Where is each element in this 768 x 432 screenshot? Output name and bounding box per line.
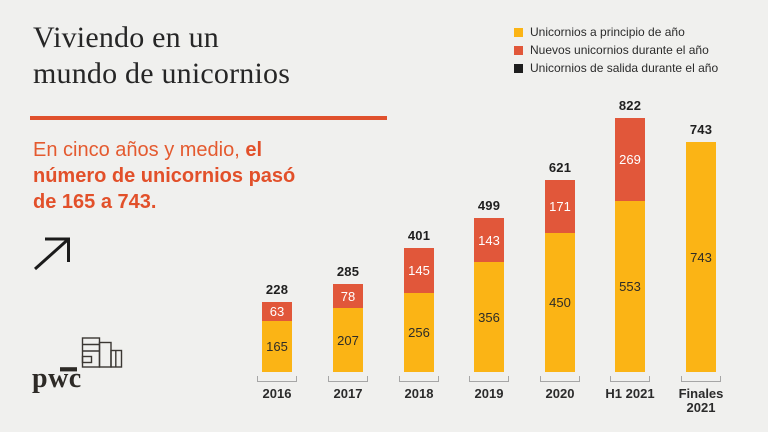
page-title: Viviendo en un mundo de unicornios (33, 20, 290, 92)
axis-bracket (257, 376, 297, 382)
pwc-wordmark: pwc (32, 363, 82, 394)
segment-value-label: 165 (266, 339, 288, 354)
subtitle-line1: En cinco años y medio, el (33, 139, 263, 161)
segment-value-label: 269 (619, 152, 641, 167)
category-label: Finales 2021 (678, 386, 724, 415)
axis-bracket (399, 376, 439, 382)
pwc-blocks-icon (58, 334, 124, 379)
bar-segment-start: 256 (404, 293, 434, 372)
axis-bracket (610, 376, 650, 382)
segment-value-label: 145 (408, 263, 430, 278)
chart-legend: Unicornios a principio de año Nuevos uni… (514, 23, 718, 77)
growth-arrow-icon (33, 236, 72, 271)
bar-total-label: 822 (618, 98, 642, 113)
title-divider (30, 116, 387, 120)
bar-segment-new: 171 (545, 180, 575, 233)
segment-value-label: 256 (408, 325, 430, 340)
legend-label: Unicornios a principio de año (530, 25, 685, 39)
bar-total-label: 228 (265, 282, 289, 297)
bar-segment-new: 269 (615, 118, 645, 201)
segment-value-label: 63 (269, 304, 285, 319)
axis-bracket (681, 376, 721, 382)
bar-segment-start: 356 (474, 262, 504, 372)
legend-swatch-black-icon (514, 63, 523, 73)
category-label: 2017 (333, 386, 363, 401)
bar-segment-start: 165 (262, 321, 292, 372)
subtitle: En cinco años y medio, el número de unic… (33, 137, 295, 215)
segment-value-label: 743 (690, 249, 712, 265)
legend-swatch-orange-icon (514, 45, 523, 55)
page-title-line1: Viviendo en un (33, 21, 219, 54)
subtitle-line2: número de unicornios pasó (33, 165, 296, 187)
legend-item: Unicornios a principio de año (514, 23, 718, 41)
bar-segment-new: 63 (262, 302, 292, 321)
segment-value-label: 553 (619, 279, 641, 294)
category-label: 2019 (474, 386, 504, 401)
axis-bracket (540, 376, 580, 382)
bar-segment-start: 743 (686, 142, 716, 372)
segment-value-label: 143 (478, 232, 500, 248)
segment-value-label: 207 (337, 332, 359, 348)
legend-swatch-yellow-icon (514, 27, 523, 37)
subtitle-line3: de 165 a 743. (33, 191, 157, 213)
bar-total-label: 621 (548, 160, 572, 175)
bar-total-label: 499 (477, 198, 501, 213)
bar-segment-start: 207 (333, 308, 363, 372)
segment-value-label: 78 (340, 288, 356, 304)
pwc-logo: pwc (32, 332, 132, 398)
category-label: H1 2021 (605, 386, 655, 401)
bar-total-label: 285 (336, 264, 360, 279)
axis-bracket (469, 376, 509, 382)
bar-segment-new: 78 (333, 284, 363, 308)
category-label: 2018 (404, 386, 434, 401)
bar-segment-new: 145 (404, 248, 434, 293)
bar-segment-start: 450 (545, 233, 575, 372)
bar-total-label: 743 (689, 122, 713, 137)
bar-segment-new: 143 (474, 218, 504, 262)
legend-label: Unicornios de salida durante el año (530, 61, 719, 75)
axis-bracket (328, 376, 368, 382)
legend-item: Unicornios de salida durante el año (514, 59, 718, 77)
segment-value-label: 171 (549, 199, 571, 214)
category-label: 2020 (545, 386, 575, 401)
legend-item: Nuevos unicornios durante el año (514, 41, 718, 59)
segment-value-label: 356 (478, 309, 500, 325)
bar-segment-start: 553 (615, 201, 645, 372)
segment-value-label: 450 (549, 295, 571, 310)
category-label: 2016 (262, 386, 292, 401)
bar-total-label: 401 (407, 228, 431, 243)
legend-label: Nuevos unicornios durante el año (530, 43, 709, 57)
page-title-line2: mundo de unicornios (33, 57, 291, 90)
